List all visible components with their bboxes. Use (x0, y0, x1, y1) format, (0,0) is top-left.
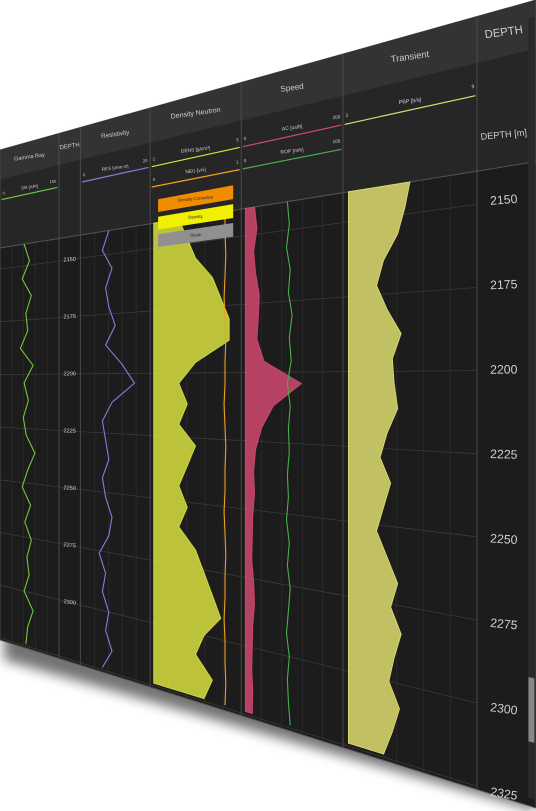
curve-min: 0 (2, 191, 5, 195)
curve-header-line (242, 148, 342, 170)
legend-label: Density (188, 214, 204, 220)
depth-tick-label: 2325 (489, 785, 518, 803)
curve-min: 0 (244, 158, 248, 163)
legend-label: Shale (190, 232, 202, 238)
curve-name: GR [API] (21, 184, 38, 191)
curve-min: 0 (152, 177, 156, 182)
curve-max: 1 (236, 159, 240, 164)
grid-line (0, 426, 478, 455)
depth-tick-label: 2150 (63, 257, 76, 264)
title-band (0, 0, 536, 180)
track-title: Gamma Ray (14, 152, 46, 162)
curve (98, 230, 136, 668)
track-title: Speed (280, 82, 304, 94)
curve-name: DENS [g/cm³] (181, 145, 211, 154)
grid-line (0, 637, 478, 787)
curve-max: 100 (332, 138, 341, 144)
curve-header-line (151, 169, 240, 188)
track-title: Resistivity (101, 129, 131, 140)
depth-tick-label: 2275 (490, 616, 519, 633)
legend-swatch (158, 204, 234, 230)
header-divider (0, 161, 536, 249)
legend-swatch (158, 185, 234, 212)
depth-tick-label: 2175 (490, 277, 518, 292)
legend-label: Density Correction (178, 194, 214, 202)
curve-header-line (242, 124, 342, 148)
curve (19, 243, 36, 644)
curve-max: 200 (332, 114, 341, 120)
curve-min: 0 (83, 172, 87, 177)
curve-max: 9 (471, 84, 475, 90)
depth-axis-label: DEPTH [m] (480, 127, 527, 142)
depth-tick-label: 2200 (490, 363, 518, 377)
curve-max: 20 (142, 158, 148, 164)
curve-name: RES [ohm.m] (102, 164, 129, 172)
grid-line (0, 584, 478, 704)
depth-tick-label: 2175 (63, 314, 76, 320)
depth-tick-label: 2225 (63, 428, 76, 434)
grid-line (0, 532, 478, 621)
curve (285, 201, 293, 726)
depth-tick-label: 2300 (63, 599, 76, 607)
depth-title: DEPTH (484, 24, 524, 41)
curve-max: 3 (236, 137, 240, 142)
curve-header-line (344, 95, 476, 125)
depth-tick-label: 2250 (63, 485, 76, 492)
curve-fill (347, 181, 411, 755)
curve-name: NEU [v/v] (185, 167, 206, 175)
curve-name: AC [us/ft] (282, 124, 304, 133)
depth-tick-label: 2150 (490, 192, 518, 208)
curve-header-line (1, 186, 58, 201)
curve-fill (244, 206, 303, 715)
scrollbar-track (528, 16, 535, 800)
depth-tick-label: 2275 (63, 542, 76, 549)
depth-tick-label: 2200 (63, 371, 75, 377)
curve-name: PBP [b/a] (398, 97, 422, 106)
scrollbar-thumb (528, 677, 535, 743)
curve-header-line (151, 146, 240, 168)
grid-line (0, 370, 478, 375)
track-title: DEPTH (59, 143, 80, 152)
curve-name: ROP [m/h] (280, 147, 304, 156)
curve (223, 211, 227, 706)
depth-tick-label: 2250 (490, 531, 518, 547)
curve-fill (153, 218, 230, 700)
curve-min: 0 (244, 136, 248, 141)
depth-tick-label: 2225 (490, 447, 518, 462)
curve-min: 2 (152, 156, 156, 161)
legend-swatch (158, 223, 234, 247)
grid-line (0, 479, 478, 538)
curve-min: 2 (345, 113, 349, 118)
grid-line (0, 287, 478, 323)
depth-tick-label: 2300 (489, 700, 518, 717)
curve-header-line (81, 166, 149, 183)
track-title: Transient (390, 48, 430, 64)
curve-max: 150 (49, 178, 57, 184)
